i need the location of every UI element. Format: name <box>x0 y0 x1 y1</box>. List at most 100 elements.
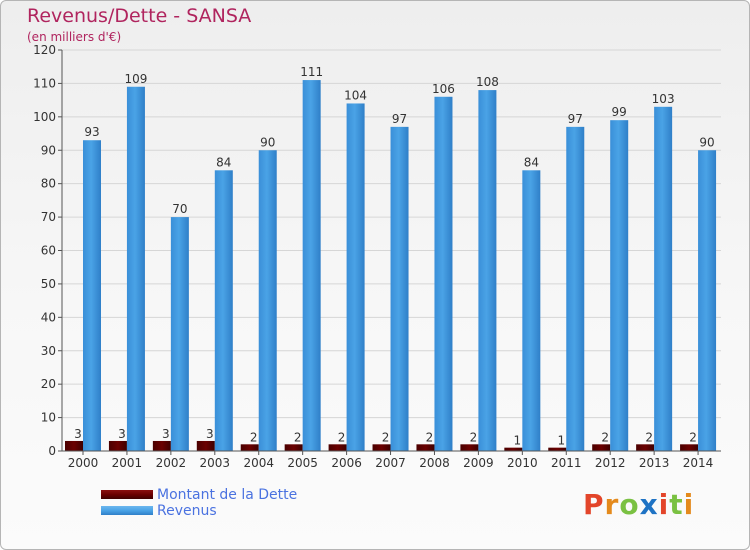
logo-letter: i <box>658 488 670 521</box>
y-tick-label: 110 <box>33 76 56 90</box>
chart-subtitle: (en milliers d'€) <box>27 30 122 44</box>
x-tick-label: 2004 <box>243 456 274 470</box>
data-label-revenus: 97 <box>568 112 583 126</box>
data-label-dette: 3 <box>162 427 170 441</box>
bar-dette <box>108 440 127 451</box>
bar-revenus <box>258 150 277 451</box>
legend-swatch-dette <box>101 490 153 499</box>
bar-dette <box>416 444 435 451</box>
data-label-dette: 2 <box>382 430 390 444</box>
bar-revenus <box>126 86 145 451</box>
y-tick-label: 100 <box>33 110 56 124</box>
legend-label-dette: Montant de la Dette <box>157 487 298 503</box>
legend-label-revenus: Revenus <box>157 503 217 519</box>
bar-dette <box>592 444 611 451</box>
data-label-revenus: 97 <box>392 112 407 126</box>
y-tick-label: 10 <box>41 411 56 425</box>
bar-revenus <box>654 106 673 451</box>
x-tick-label: 2007 <box>375 456 406 470</box>
bar-revenus <box>83 140 101 451</box>
x-tick-label: 2013 <box>639 456 670 470</box>
bar-dette <box>548 447 567 451</box>
y-tick-label: 30 <box>41 344 56 358</box>
logo-letter: o <box>619 488 640 521</box>
bar-revenus <box>610 120 629 452</box>
data-label-dette: 2 <box>250 430 258 444</box>
chart-title: Revenus/Dette - SANSA <box>27 5 252 27</box>
bar-revenus <box>698 150 717 451</box>
data-label-dette: 2 <box>294 430 302 444</box>
bar-dette <box>636 444 655 451</box>
data-label-revenus: 93 <box>84 125 99 139</box>
y-tick-label: 90 <box>41 143 56 157</box>
data-label-dette: 3 <box>206 427 214 441</box>
bar-dette <box>152 440 171 451</box>
bar-dette <box>196 440 215 451</box>
x-tick-label: 2002 <box>156 456 187 470</box>
x-tick-label: 2010 <box>507 456 538 470</box>
bar-dette <box>680 444 699 451</box>
x-tick-label: 2008 <box>419 456 450 470</box>
bar-revenus <box>390 126 409 451</box>
x-tick-label: 2003 <box>200 456 231 470</box>
logo-letter: t <box>669 488 684 521</box>
logo-letter: i <box>683 488 695 521</box>
data-label-dette: 2 <box>601 430 609 444</box>
data-label-revenus: 104 <box>344 88 367 102</box>
bar-dette <box>328 444 347 451</box>
data-label-dette: 3 <box>118 427 126 441</box>
x-tick-label: 2009 <box>463 456 494 470</box>
y-tick-label: 0 <box>48 444 56 458</box>
data-label-dette: 1 <box>514 434 522 448</box>
data-label-revenus: 111 <box>300 65 323 79</box>
bar-dette <box>372 444 391 451</box>
bar-dette <box>284 444 303 451</box>
y-tick-label: 80 <box>41 177 56 191</box>
bar-revenus <box>566 126 585 451</box>
data-label-revenus: 108 <box>476 75 499 89</box>
x-tick-label: 2014 <box>683 456 714 470</box>
x-tick-label: 2011 <box>551 456 582 470</box>
data-label-dette: 2 <box>426 430 434 444</box>
bar-revenus <box>170 217 189 451</box>
data-label-revenus: 70 <box>172 202 187 216</box>
data-label-revenus: 84 <box>524 155 539 169</box>
y-tick-label: 20 <box>41 377 56 391</box>
y-tick-label: 60 <box>41 244 56 258</box>
x-tick-label: 2000 <box>68 456 99 470</box>
bar-revenus <box>302 80 321 451</box>
x-tick-label: 2005 <box>287 456 318 470</box>
bar-revenus <box>522 170 541 452</box>
bar-dette <box>240 444 259 451</box>
legend-swatch-revenus <box>101 506 153 515</box>
data-label-dette: 2 <box>470 430 478 444</box>
data-label-revenus: 103 <box>652 92 675 106</box>
logo-letter: x <box>639 488 659 521</box>
data-label-dette: 2 <box>338 430 346 444</box>
bar-revenus <box>346 103 365 451</box>
bar-revenus <box>434 96 453 452</box>
bar-dette <box>460 444 479 451</box>
x-tick-label: 2001 <box>112 456 143 470</box>
data-label-revenus: 109 <box>124 72 147 86</box>
data-label-revenus: 99 <box>612 105 627 119</box>
bar-dette <box>504 447 523 451</box>
y-tick-label: 120 <box>33 43 56 57</box>
logo-letter: P <box>583 488 605 521</box>
y-tick-label: 50 <box>41 277 56 291</box>
data-label-revenus: 106 <box>432 82 455 96</box>
x-tick-label: 2012 <box>595 456 626 470</box>
y-tick-label: 70 <box>41 210 56 224</box>
bar-revenus <box>478 90 497 451</box>
data-label-dette: 1 <box>557 434 565 448</box>
x-tick-label: 2006 <box>331 456 362 470</box>
logo-letter: r <box>604 488 620 521</box>
data-label-revenus: 90 <box>699 135 714 149</box>
bar-dette <box>65 440 83 451</box>
data-label-dette: 2 <box>689 430 697 444</box>
data-label-revenus: 84 <box>216 155 231 169</box>
data-label-dette: 3 <box>74 427 82 441</box>
data-label-revenus: 90 <box>260 135 275 149</box>
